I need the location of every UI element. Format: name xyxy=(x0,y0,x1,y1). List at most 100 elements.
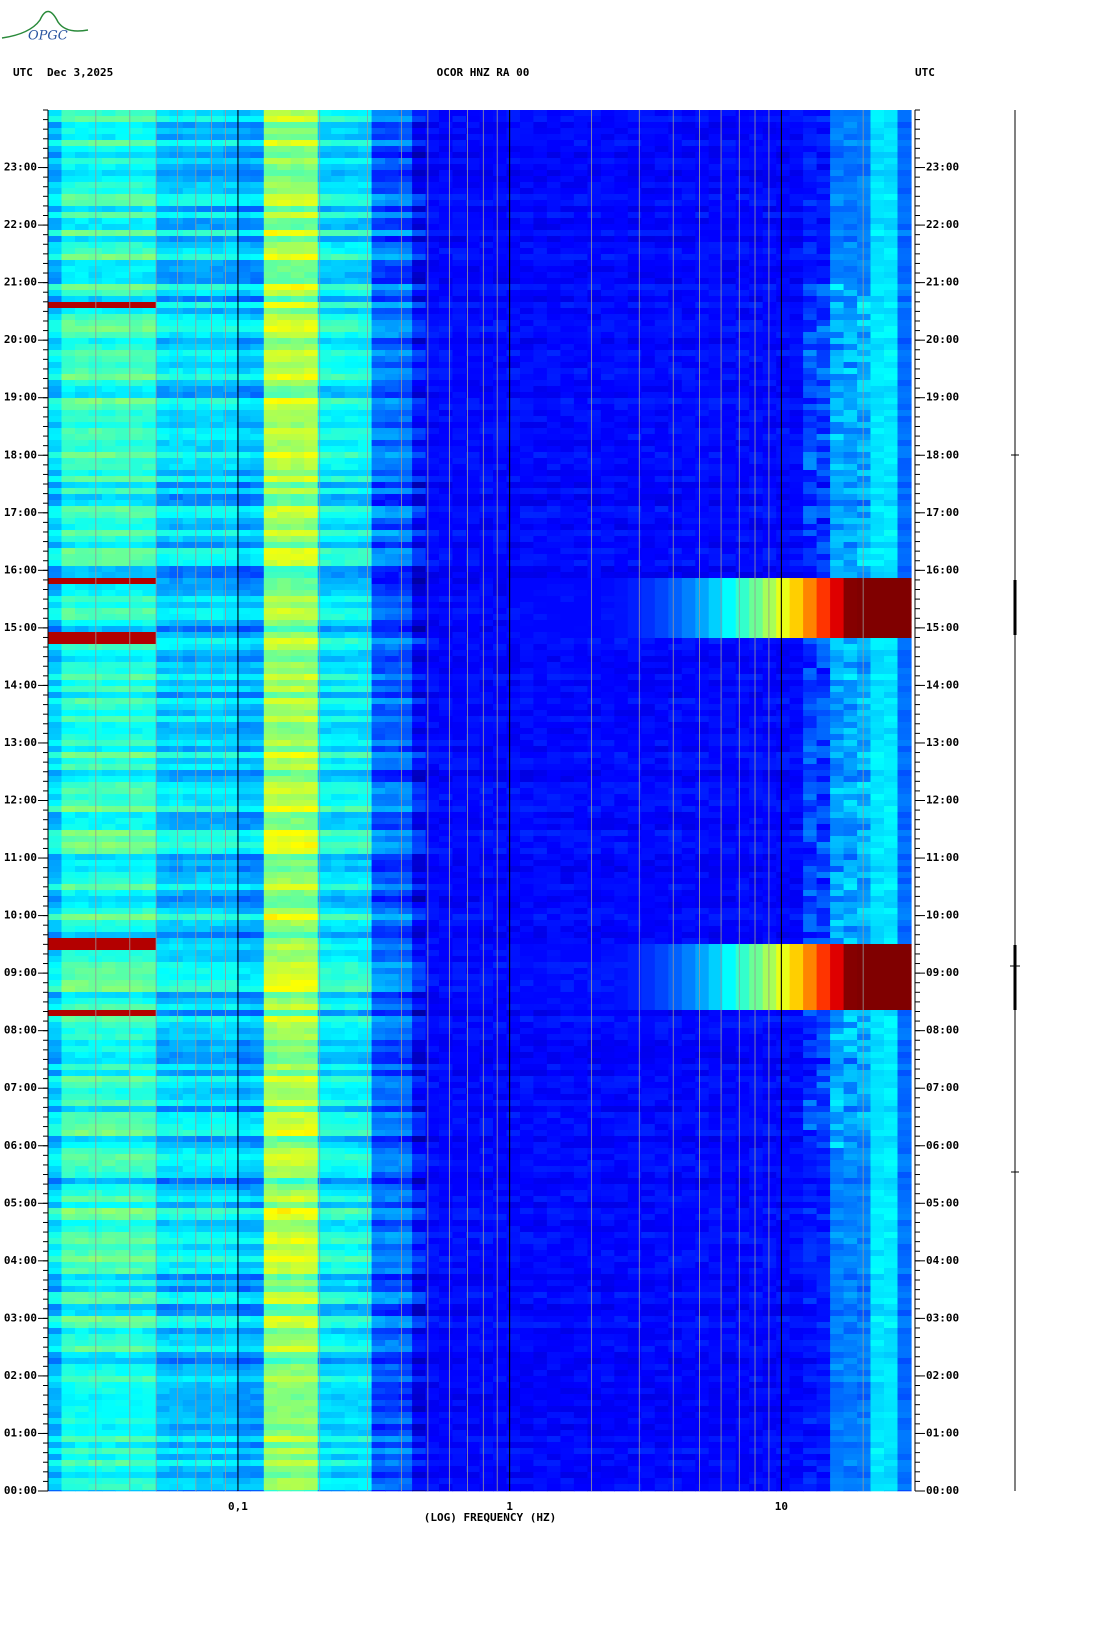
spectrogram-cell xyxy=(506,230,521,237)
spectrogram-cell xyxy=(614,254,629,261)
spectrogram-cell xyxy=(614,140,629,147)
spectrogram-cell xyxy=(236,380,251,387)
spectrogram-cell xyxy=(277,338,292,345)
spectrogram-cell xyxy=(128,194,143,201)
spectrogram-cell xyxy=(115,470,130,477)
spectrogram-cell xyxy=(600,356,615,363)
spectrogram-cell xyxy=(641,506,656,513)
spectrogram-cell xyxy=(533,530,548,537)
spectrogram-cell xyxy=(695,176,710,183)
spectrogram-cell xyxy=(196,530,211,537)
spectrogram-cell xyxy=(452,164,467,171)
spectrogram-cell xyxy=(358,536,373,543)
spectrogram-cell xyxy=(776,122,791,129)
spectrogram-cell xyxy=(304,194,319,201)
spectrogram-cell xyxy=(61,482,76,489)
spectrogram-cell xyxy=(897,512,912,519)
spectrogram-cell xyxy=(493,428,508,435)
spectrogram-cell xyxy=(331,554,346,561)
spectrogram-cell xyxy=(371,554,386,561)
spectrogram-cell xyxy=(520,242,535,249)
spectrogram-cell xyxy=(263,230,278,237)
logo: OPGC xyxy=(1,10,89,44)
spectrogram-cell xyxy=(520,326,535,333)
spectrogram-cell xyxy=(331,482,346,489)
spectrogram-cell xyxy=(236,188,251,195)
spectrogram-cell xyxy=(196,206,211,213)
spectrogram-cell xyxy=(209,344,224,351)
spectrogram-cell xyxy=(506,308,521,315)
spectrogram-cell xyxy=(681,152,696,159)
spectrogram-cell xyxy=(385,302,400,309)
spectrogram-cell xyxy=(317,302,332,309)
spectrogram-cell xyxy=(115,326,130,333)
spectrogram-cell xyxy=(843,416,858,423)
spectrogram-cell xyxy=(61,206,76,213)
spectrogram-cell xyxy=(493,488,508,495)
spectrogram-cell xyxy=(681,434,696,441)
spectrogram-cell xyxy=(493,410,508,417)
spectrogram-cell xyxy=(857,308,872,315)
spectrogram-cell xyxy=(331,464,346,471)
spectrogram-cell xyxy=(722,392,737,399)
spectrogram-cell xyxy=(843,410,858,417)
spectrogram-cell xyxy=(897,506,912,513)
spectrogram-cell xyxy=(830,284,845,291)
spectrogram-cell xyxy=(681,362,696,369)
spectrogram-cell xyxy=(169,284,184,291)
spectrogram-cell xyxy=(75,536,90,543)
spectrogram-cell xyxy=(573,188,588,195)
spectrogram-cell xyxy=(290,176,305,183)
spectrogram-cell xyxy=(304,332,319,339)
spectrogram-cell xyxy=(128,512,143,519)
spectrogram-cell xyxy=(115,236,130,243)
spectrogram-cell xyxy=(546,128,561,135)
spectrogram-cell xyxy=(371,566,386,573)
spectrogram-cell xyxy=(371,470,386,477)
spectrogram-cell xyxy=(425,566,440,573)
spectrogram-cell xyxy=(600,560,615,567)
spectrogram-cell xyxy=(735,374,750,381)
spectrogram-cell xyxy=(115,404,130,411)
spectrogram-cell xyxy=(695,296,710,303)
spectrogram-cell xyxy=(155,398,170,405)
spectrogram-cell xyxy=(573,560,588,567)
spectrogram-cell xyxy=(250,404,265,411)
spectrogram-cell xyxy=(290,368,305,375)
spectrogram-cell xyxy=(128,398,143,405)
spectrogram-cell xyxy=(749,524,764,531)
spectrogram-cell xyxy=(479,116,494,123)
spectrogram-cell xyxy=(385,344,400,351)
spectrogram-cell xyxy=(897,266,912,273)
spectrogram-cell xyxy=(371,350,386,357)
spectrogram-cell xyxy=(385,290,400,297)
spectrogram-cell xyxy=(695,458,710,465)
spectrogram-cell xyxy=(236,536,251,543)
spectrogram-cell xyxy=(155,374,170,381)
spectrogram-cell xyxy=(466,506,481,513)
spectrogram-cell xyxy=(493,446,508,453)
spectrogram-cell xyxy=(155,242,170,249)
spectrogram-cell xyxy=(749,236,764,243)
spectrogram-cell xyxy=(654,338,669,345)
spectrogram-cell xyxy=(587,128,602,135)
spectrogram-cell xyxy=(358,176,373,183)
spectrogram-cell xyxy=(897,548,912,555)
spectrogram-cell xyxy=(560,290,575,297)
spectrogram-cell xyxy=(735,386,750,393)
spectrogram-cell xyxy=(695,158,710,165)
spectrogram-cell xyxy=(169,476,184,483)
spectrogram-cell xyxy=(209,470,224,477)
spectrogram-cell xyxy=(439,488,454,495)
spectrogram-cell xyxy=(776,404,791,411)
spectrogram-cell xyxy=(250,494,265,501)
spectrogram-cell xyxy=(587,356,602,363)
spectrogram-cell xyxy=(897,206,912,213)
spectrogram-cell xyxy=(61,158,76,165)
spectrogram-cell xyxy=(290,404,305,411)
spectrogram-cell xyxy=(155,494,170,501)
spectrogram-cell xyxy=(668,212,683,219)
spectrogram-cell xyxy=(236,560,251,567)
spectrogram-cell xyxy=(843,434,858,441)
spectrogram-cell xyxy=(479,476,494,483)
